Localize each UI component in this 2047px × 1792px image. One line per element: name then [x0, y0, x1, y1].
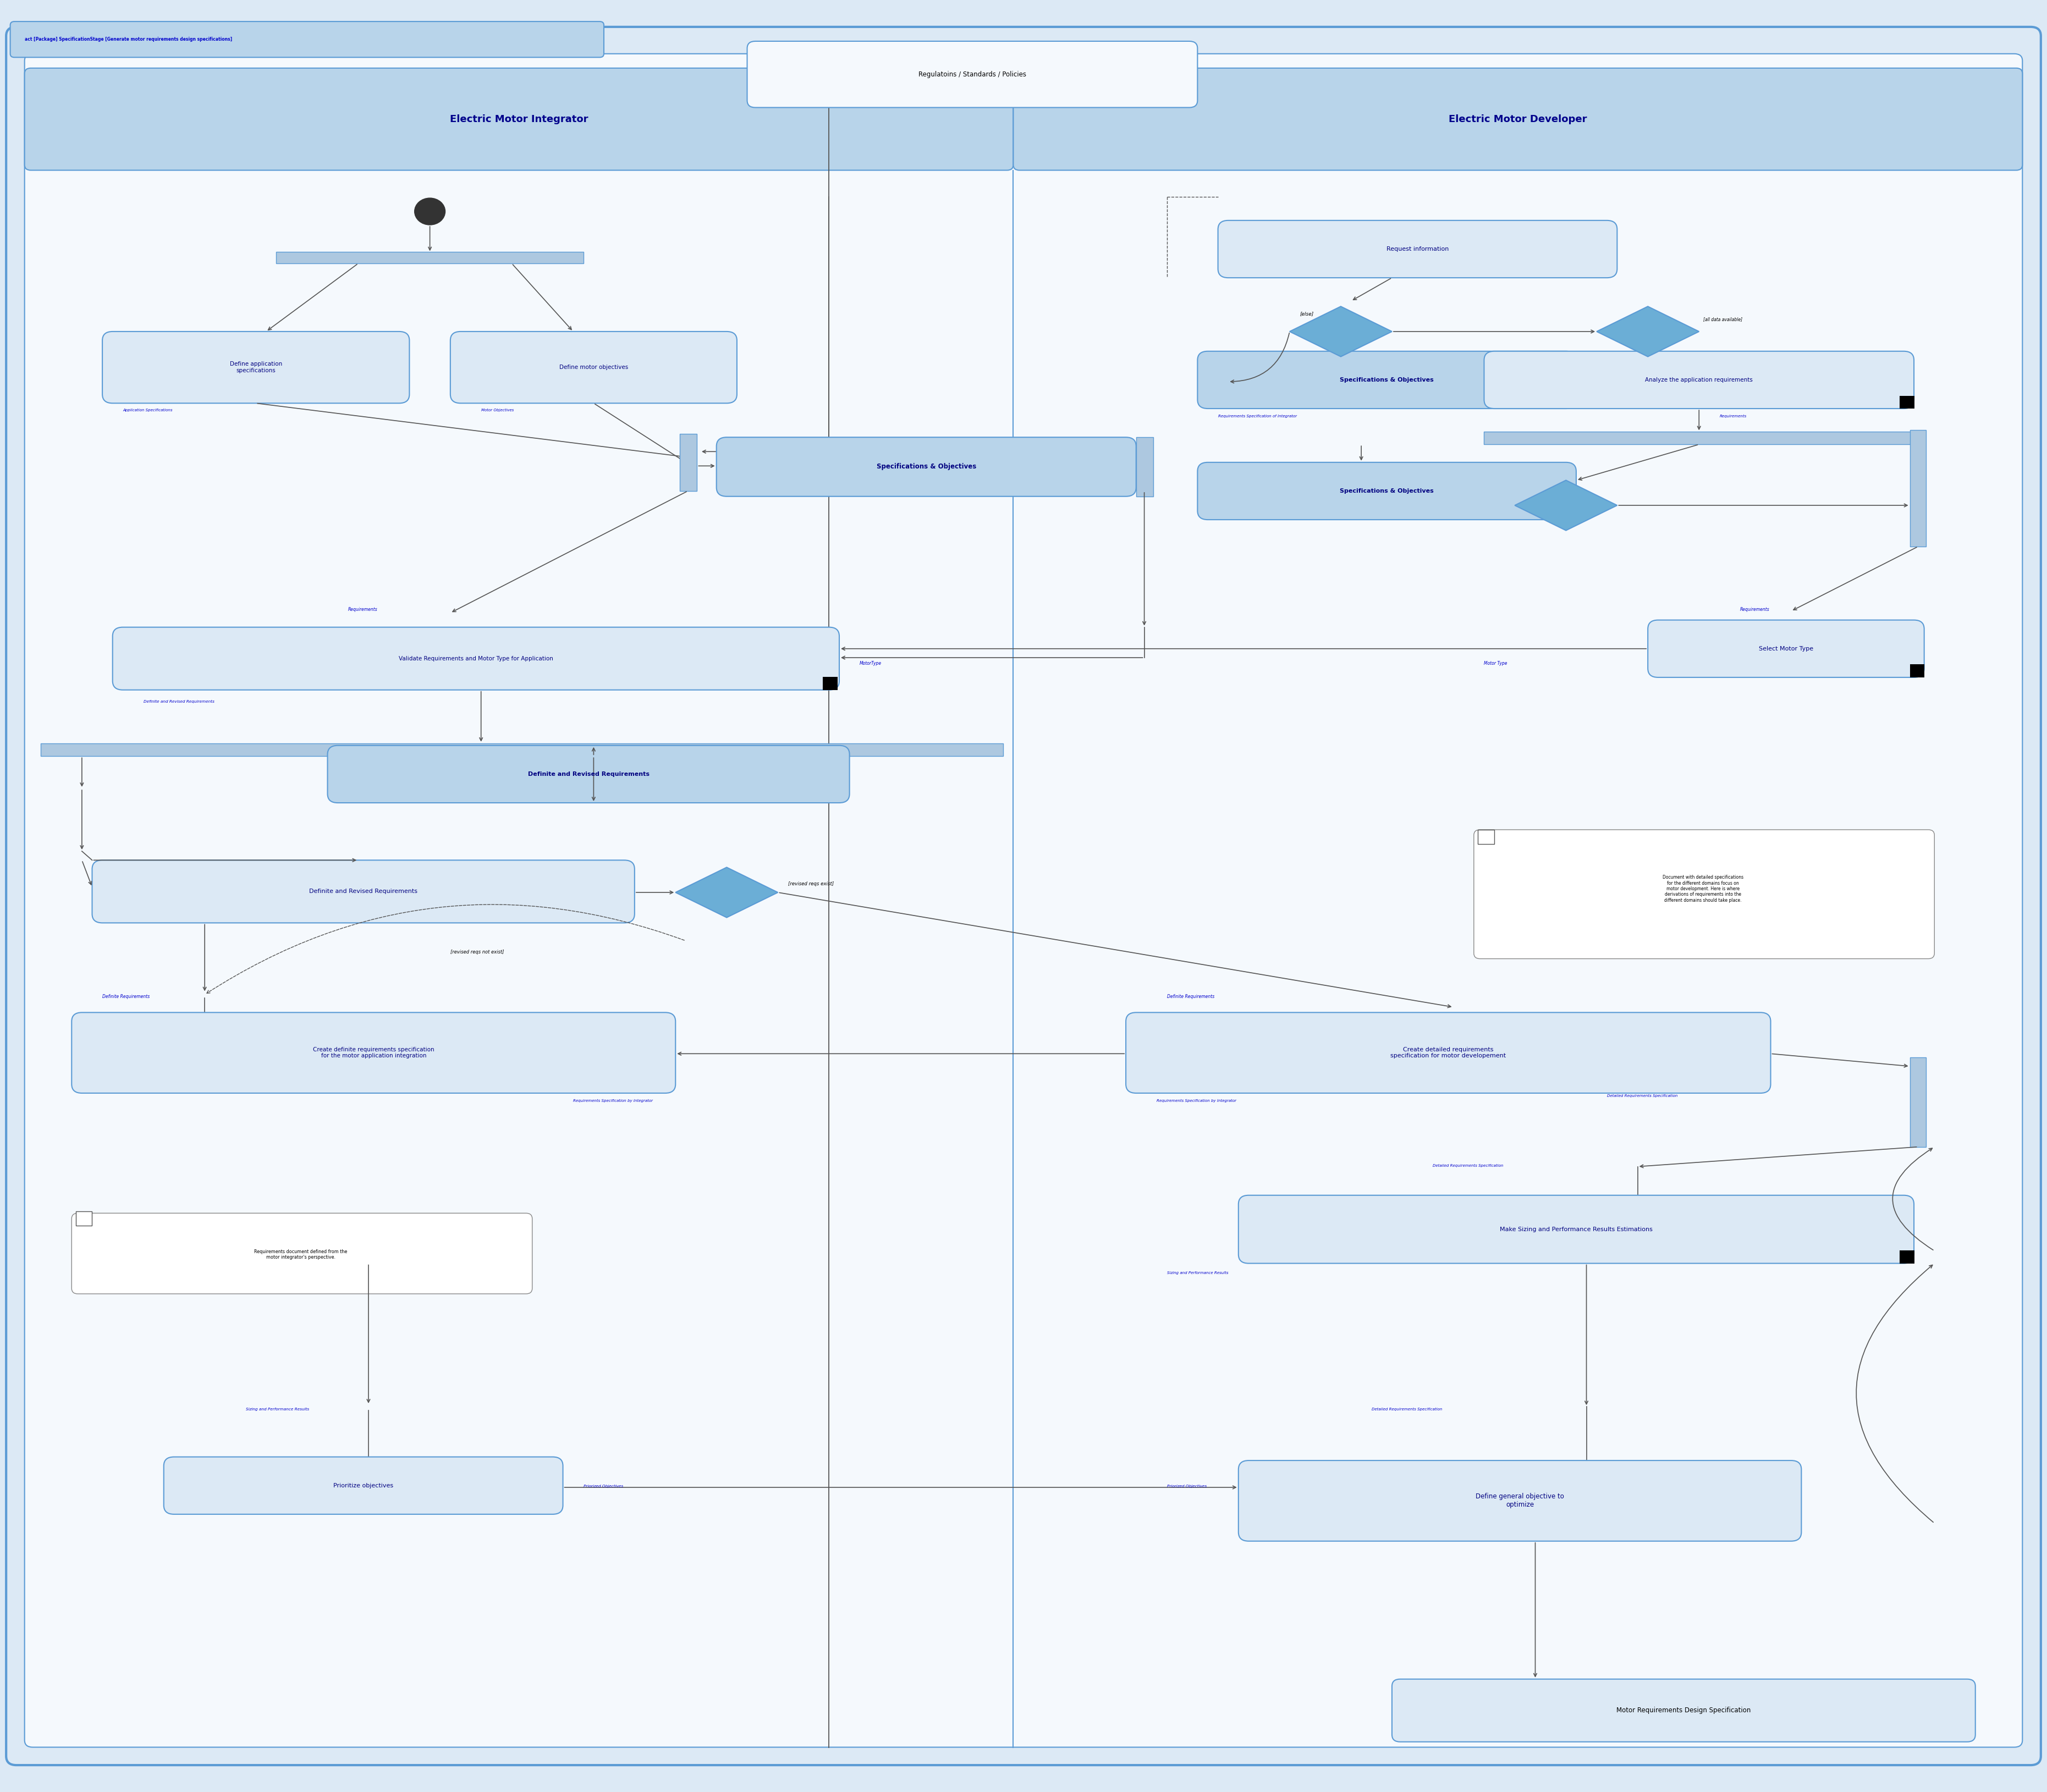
- Bar: [1900, 396, 1914, 409]
- FancyBboxPatch shape: [102, 332, 409, 403]
- Text: MotorType: MotorType: [860, 661, 882, 667]
- FancyBboxPatch shape: [1197, 351, 1576, 409]
- Text: Requirements: Requirements: [348, 607, 377, 613]
- Text: Document with detailed specifications
for the different domains focus on
motor d: Document with detailed specifications fo…: [1662, 874, 1744, 903]
- FancyBboxPatch shape: [1126, 1012, 1771, 1093]
- Text: Sizing and Performance Results: Sizing and Performance Results: [246, 1407, 309, 1410]
- Text: Sizing and Performance Results: Sizing and Performance Results: [1167, 1271, 1228, 1274]
- FancyBboxPatch shape: [164, 1457, 563, 1514]
- Text: Electric Motor Developer: Electric Motor Developer: [1449, 115, 1586, 124]
- Bar: [76, 1211, 92, 1226]
- Text: Motor Objectives: Motor Objectives: [481, 409, 514, 412]
- Bar: [41, 744, 1003, 756]
- FancyBboxPatch shape: [1197, 462, 1576, 520]
- Text: Specifications & Objectives: Specifications & Objectives: [1341, 376, 1433, 383]
- Text: Requirements: Requirements: [1719, 414, 1746, 418]
- Text: Define motor objectives: Define motor objectives: [559, 364, 628, 371]
- FancyBboxPatch shape: [1474, 830, 1934, 959]
- Text: Create detailed requirements
specification for motor developement: Create detailed requirements specificati…: [1390, 1047, 1507, 1059]
- Text: Analyze the application requirements: Analyze the application requirements: [1646, 376, 1752, 383]
- Text: act [Package] SpecificationStage [Generate motor requirements design specificati: act [Package] SpecificationStage [Genera…: [25, 38, 231, 41]
- FancyBboxPatch shape: [1238, 1460, 1801, 1541]
- Text: Priorized Objectives: Priorized Objectives: [583, 1484, 622, 1487]
- Text: Select Motor Type: Select Motor Type: [1758, 645, 1814, 652]
- Text: Regulatoins / Standards / Policies: Regulatoins / Standards / Policies: [919, 72, 1026, 77]
- Text: Detailed Requirements Specification: Detailed Requirements Specification: [1371, 1407, 1441, 1410]
- Text: Specifications & Objectives: Specifications & Objectives: [876, 464, 976, 470]
- FancyBboxPatch shape: [10, 22, 604, 57]
- Polygon shape: [1515, 480, 1617, 530]
- Text: [all data available]: [all data available]: [1703, 317, 1742, 323]
- Bar: [1910, 430, 1926, 547]
- FancyBboxPatch shape: [113, 627, 839, 690]
- Bar: [823, 677, 837, 690]
- FancyBboxPatch shape: [1238, 1195, 1914, 1263]
- Bar: [1136, 437, 1155, 496]
- FancyBboxPatch shape: [25, 54, 2022, 1747]
- Text: Requirements: Requirements: [1740, 607, 1769, 613]
- FancyBboxPatch shape: [1648, 620, 1924, 677]
- Polygon shape: [1290, 306, 1392, 357]
- Polygon shape: [676, 867, 778, 918]
- Text: Create definite requirements specification
for the motor application integration: Create definite requirements specificati…: [313, 1047, 434, 1059]
- FancyBboxPatch shape: [450, 332, 737, 403]
- Text: Specifications & Objectives: Specifications & Objectives: [1341, 487, 1433, 495]
- Text: Definite and Revised Requirements: Definite and Revised Requirements: [309, 889, 418, 894]
- FancyBboxPatch shape: [25, 68, 1013, 170]
- FancyBboxPatch shape: [716, 437, 1136, 496]
- Text: Request information: Request information: [1386, 246, 1449, 253]
- Text: Define general objective to
optimize: Define general objective to optimize: [1476, 1493, 1564, 1509]
- Text: Prioritize objectives: Prioritize objectives: [334, 1482, 393, 1489]
- Text: Definite Requirements: Definite Requirements: [102, 995, 149, 1000]
- FancyBboxPatch shape: [1392, 1679, 1975, 1742]
- Bar: [680, 434, 698, 491]
- Text: Application Specifications: Application Specifications: [123, 409, 172, 412]
- Text: Validate Requirements and Motor Type for Application: Validate Requirements and Motor Type for…: [399, 656, 553, 661]
- FancyBboxPatch shape: [1218, 220, 1617, 278]
- FancyBboxPatch shape: [1484, 351, 1914, 409]
- Text: Priorized Objectives: Priorized Objectives: [1167, 1484, 1206, 1487]
- Text: Electric Motor Integrator: Electric Motor Integrator: [450, 115, 587, 124]
- Bar: [1484, 432, 1914, 444]
- Bar: [1900, 1251, 1914, 1263]
- Circle shape: [413, 197, 446, 224]
- Text: Detailed Requirements Specification: Detailed Requirements Specification: [1607, 1093, 1676, 1097]
- Bar: [276, 253, 583, 263]
- FancyBboxPatch shape: [72, 1012, 676, 1093]
- Text: Detailed Requirements Specification: Detailed Requirements Specification: [1433, 1163, 1502, 1167]
- FancyBboxPatch shape: [92, 860, 635, 923]
- Bar: [1910, 665, 1924, 677]
- Text: Definite Requirements: Definite Requirements: [1167, 995, 1214, 1000]
- Text: Requirements document defined from the
motor integrator's perspective.: Requirements document defined from the m…: [254, 1249, 348, 1260]
- Text: Definite and Revised Requirements: Definite and Revised Requirements: [528, 771, 649, 778]
- Text: Requirements Specification of Integrator: Requirements Specification of Integrator: [1218, 414, 1296, 418]
- Text: Motor Type: Motor Type: [1484, 661, 1507, 667]
- Text: Define application
specifications: Define application specifications: [229, 362, 282, 373]
- FancyBboxPatch shape: [6, 27, 2041, 1765]
- FancyBboxPatch shape: [328, 745, 850, 803]
- FancyBboxPatch shape: [1013, 68, 2022, 170]
- Text: Definite and Revised Requirements: Definite and Revised Requirements: [143, 699, 215, 702]
- Text: Motor Requirements Design Specification: Motor Requirements Design Specification: [1617, 1708, 1750, 1713]
- Polygon shape: [1597, 306, 1699, 357]
- Text: [revised reqs not exist]: [revised reqs not exist]: [450, 950, 504, 955]
- Text: Requirements Specification by Integrator: Requirements Specification by Integrator: [1157, 1098, 1236, 1102]
- Text: [else]: [else]: [1300, 312, 1314, 317]
- FancyBboxPatch shape: [747, 41, 1197, 108]
- Bar: [1478, 830, 1494, 844]
- Text: [revised reqs exist]: [revised reqs exist]: [788, 882, 833, 887]
- Text: Make Sizing and Performance Results Estimations: Make Sizing and Performance Results Esti…: [1500, 1226, 1652, 1233]
- Bar: [1910, 1057, 1926, 1147]
- Text: Requirements Specification by Integrator: Requirements Specification by Integrator: [573, 1098, 653, 1102]
- FancyBboxPatch shape: [72, 1213, 532, 1294]
